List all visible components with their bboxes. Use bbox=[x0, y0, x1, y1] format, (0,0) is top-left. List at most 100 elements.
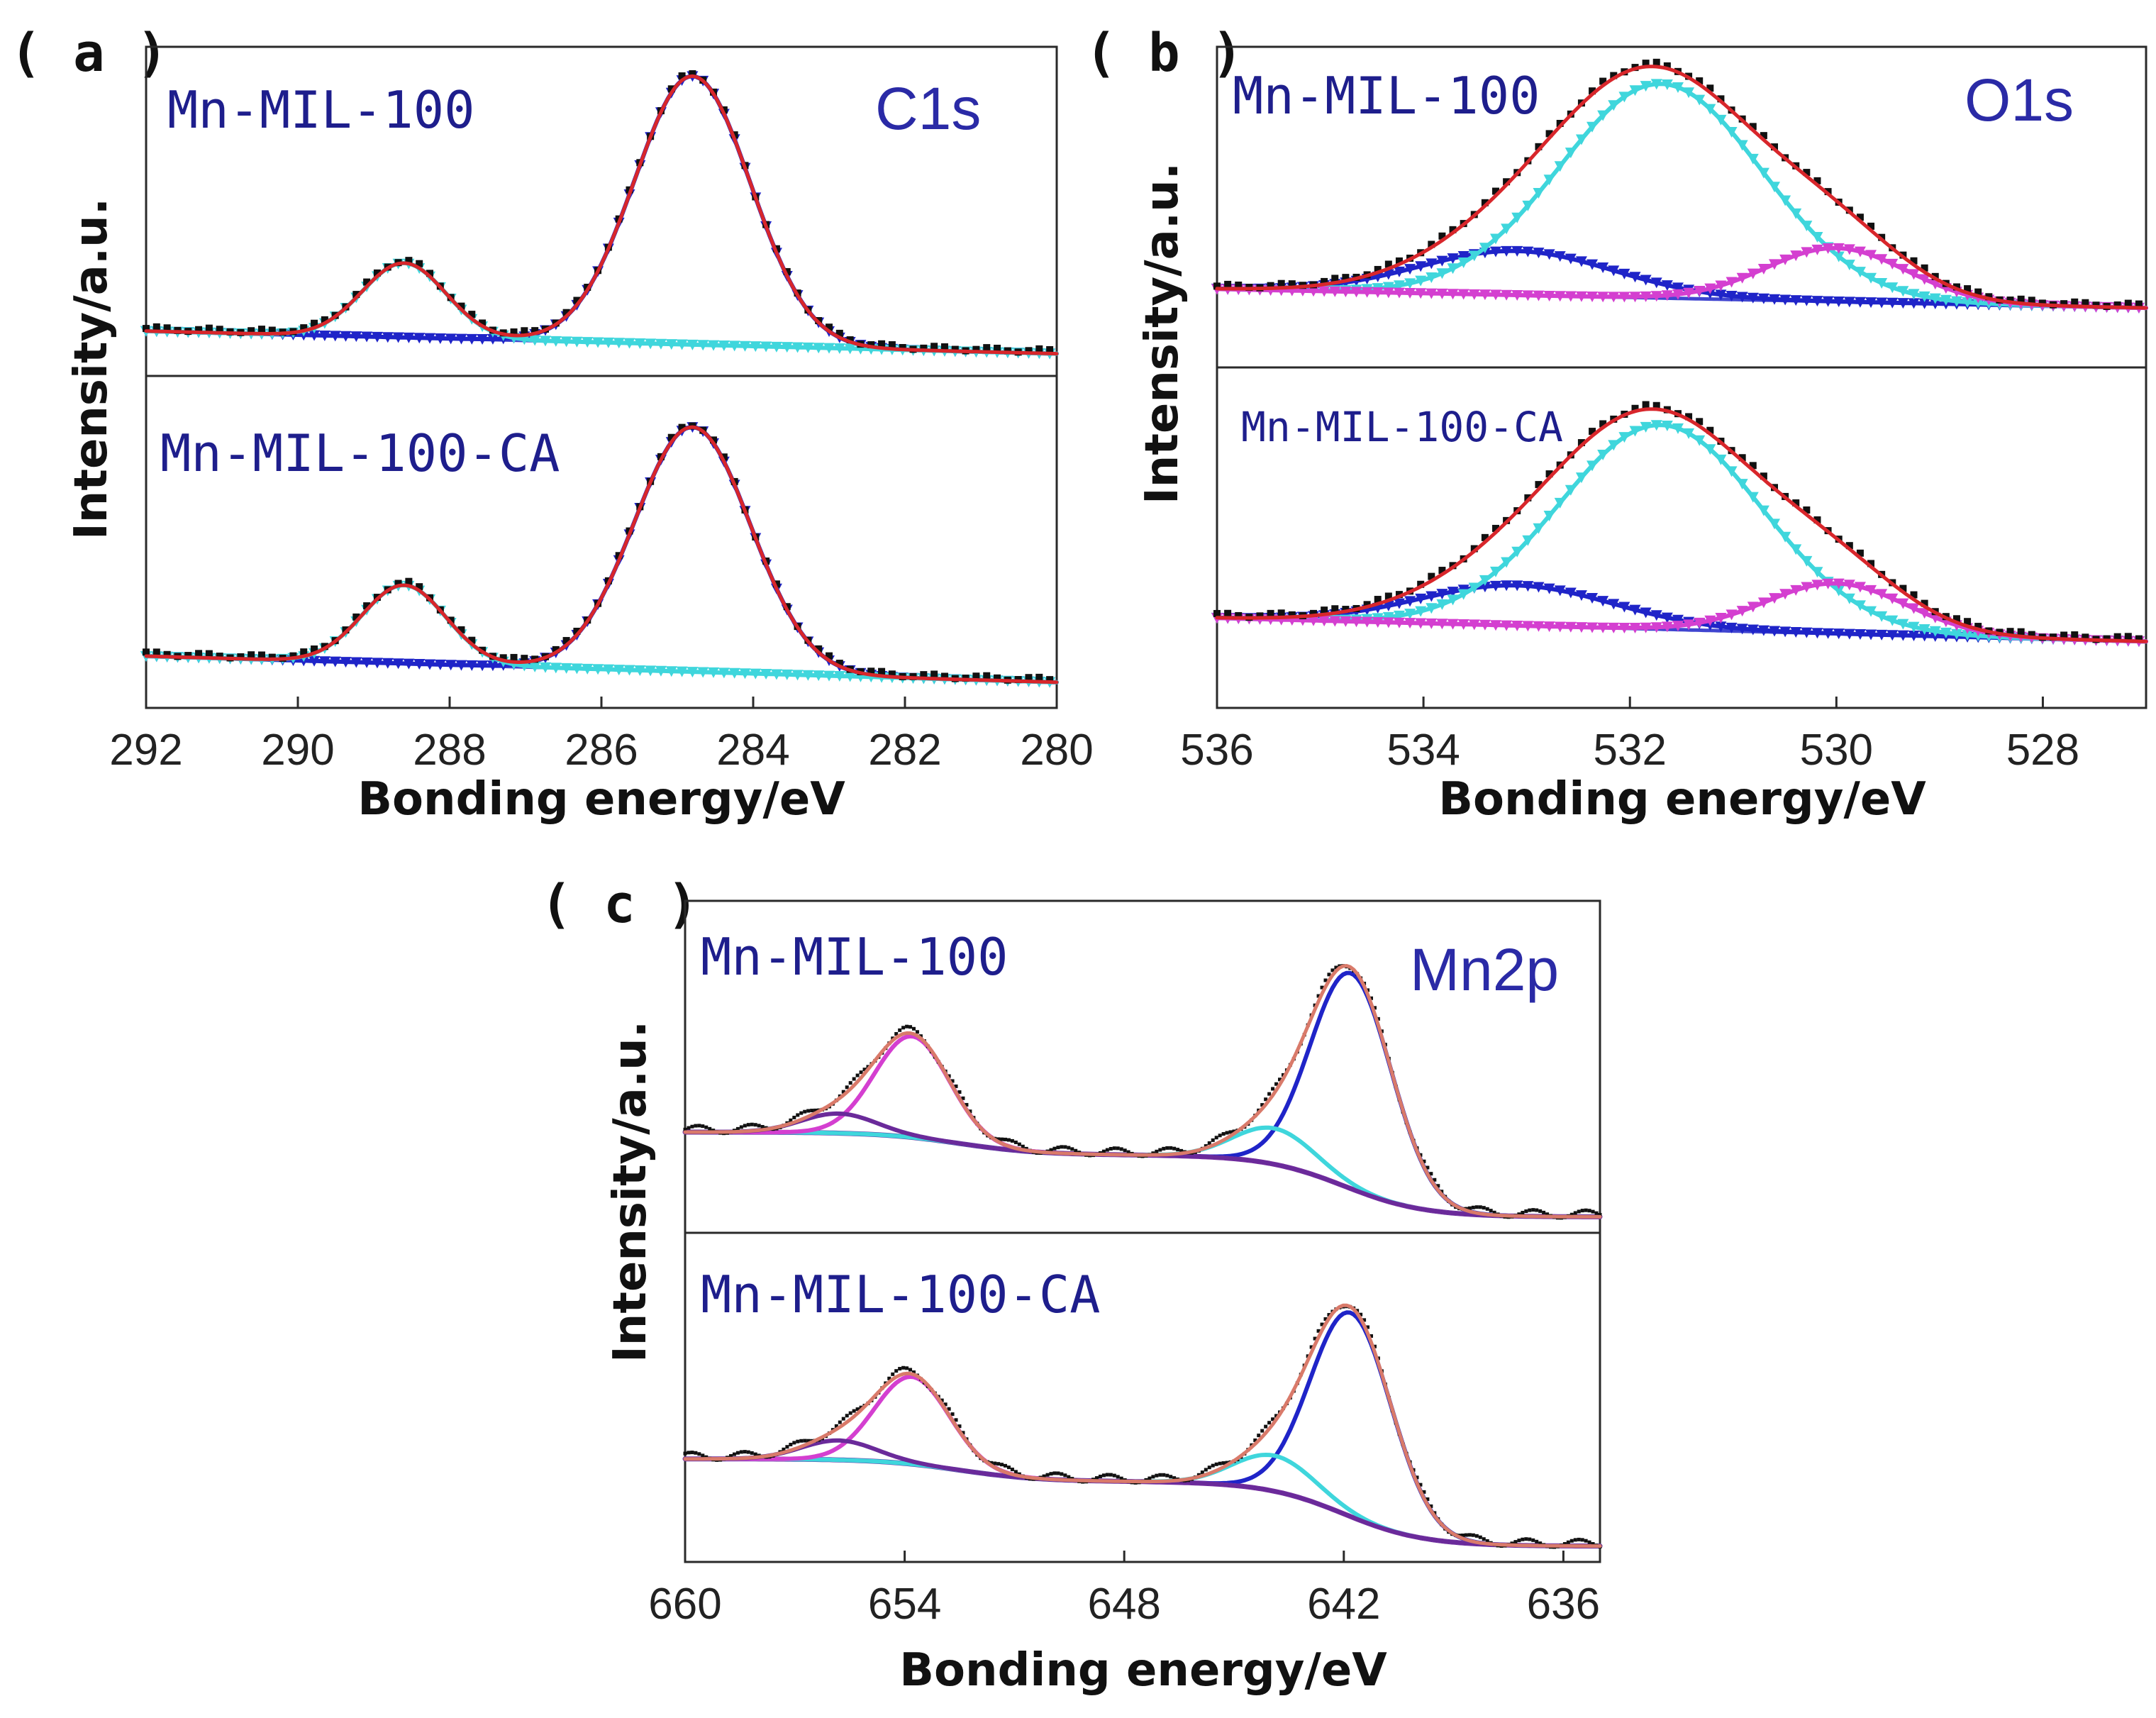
marker-a-1-0-84 bbox=[434, 659, 446, 670]
raw-point-c-1-34 bbox=[803, 1439, 807, 1443]
marker-b-1-2-192 bbox=[1897, 598, 1909, 609]
raw-point-c-0-210 bbox=[1422, 1159, 1426, 1163]
marker-a-1-1-198 bbox=[833, 671, 845, 682]
marker-a-1-1-162 bbox=[708, 667, 720, 678]
raw-point-c-0-195 bbox=[1369, 996, 1373, 1000]
raw-point-c-1-226 bbox=[1478, 1535, 1482, 1539]
raw-point-b-1-252 bbox=[2113, 633, 2121, 641]
marker-b-0-1-111 bbox=[1608, 100, 1620, 111]
raw-point-c-0-253 bbox=[1573, 1211, 1577, 1215]
raw-point-c-0-66 bbox=[915, 1030, 919, 1034]
marker-b-0-0-144 bbox=[1726, 291, 1738, 302]
raw-point-b-1-90 bbox=[1535, 481, 1543, 489]
raw-point-a-0-108 bbox=[521, 327, 528, 335]
raw-point-c-0-243 bbox=[1538, 1209, 1543, 1213]
raw-point-c-0-105 bbox=[1052, 1146, 1057, 1151]
x-tick-label-b-2: 532 bbox=[1593, 726, 1666, 775]
panel-c-y-axis-label: Intensity/a.u. bbox=[604, 1021, 657, 1363]
subplot-a-1 bbox=[140, 422, 1059, 688]
marker-b-1-1-120 bbox=[1640, 421, 1652, 433]
raw-point-b-0-252 bbox=[2113, 301, 2121, 309]
raw-point-b-0-45 bbox=[1374, 265, 1382, 273]
marker-b-1-0-96 bbox=[1554, 585, 1566, 597]
marker-b-1-0-192 bbox=[1897, 630, 1909, 641]
marker-b-0-0-180 bbox=[1854, 297, 1866, 308]
raw-point-a-1-33 bbox=[257, 651, 265, 659]
raw-point-c-0-213 bbox=[1433, 1177, 1437, 1182]
raw-point-c-0-62 bbox=[901, 1026, 906, 1030]
panel-a-top-sample-label: Mn-MIL-100 bbox=[167, 80, 474, 140]
marker-b-1-2-117 bbox=[1629, 622, 1641, 633]
marker-a-1-1-171 bbox=[739, 668, 751, 680]
marker-b-0-2-81 bbox=[1501, 289, 1513, 301]
marker-b-0-2-117 bbox=[1629, 292, 1641, 303]
marker-b-0-0-153 bbox=[1757, 293, 1769, 304]
raw-point-c-1-136 bbox=[1162, 1473, 1166, 1477]
raw-point-c-1-106 bbox=[1056, 1471, 1060, 1475]
marker-b-1-0-147 bbox=[1736, 624, 1748, 635]
raw-point-b-0-111 bbox=[1610, 72, 1618, 79]
raw-point-a-0-90 bbox=[457, 302, 465, 310]
raw-point-c-0-16 bbox=[739, 1125, 743, 1129]
raw-point-c-0-153 bbox=[1221, 1132, 1226, 1136]
marker-b-0-0-78 bbox=[1490, 246, 1501, 257]
raw-point-a-1-117 bbox=[552, 645, 560, 653]
raw-point-a-0-255 bbox=[1035, 345, 1043, 353]
marker-b-1-1-105 bbox=[1587, 460, 1599, 472]
raw-point-c-1-209 bbox=[1418, 1483, 1423, 1487]
marker-b-1-1-96 bbox=[1554, 497, 1566, 509]
raw-point-b-0-222 bbox=[2006, 297, 2014, 304]
raw-point-a-1-102 bbox=[499, 654, 507, 662]
marker-b-1-0-144 bbox=[1726, 622, 1738, 633]
raw-point-c-0-36 bbox=[810, 1109, 814, 1113]
raw-point-c-1-94 bbox=[1013, 1470, 1018, 1474]
raw-point-a-0-258 bbox=[1046, 345, 1054, 353]
marker-b-1-1-144 bbox=[1726, 466, 1738, 477]
fit-envelope-c-1 bbox=[683, 1303, 1602, 1548]
raw-point-b-0-0 bbox=[1213, 282, 1221, 290]
raw-point-c-1-147 bbox=[1200, 1470, 1204, 1475]
raw-point-c-0-180 bbox=[1316, 994, 1321, 998]
marker-b-0-2-183 bbox=[1865, 250, 1877, 261]
marker-b-1-0-165 bbox=[1801, 627, 1813, 638]
raw-point-c-1-228 bbox=[1485, 1539, 1489, 1543]
marker-a-0-0-93 bbox=[466, 333, 478, 345]
raw-point-a-1-0 bbox=[143, 648, 150, 656]
marker-b-0-2-141 bbox=[1715, 280, 1727, 292]
raw-point-c-1-182 bbox=[1323, 1317, 1328, 1321]
marker-b-1-2-66 bbox=[1447, 619, 1459, 630]
marker-b-0-1-96 bbox=[1554, 161, 1566, 172]
marker-b-0-1-156 bbox=[1769, 182, 1780, 193]
raw-point-a-1-225 bbox=[930, 670, 938, 678]
marker-b-1-2-144 bbox=[1726, 609, 1738, 621]
marker-b-0-2-27 bbox=[1308, 286, 1320, 297]
marker-b-1-1-153 bbox=[1757, 505, 1769, 516]
marker-b-1-1-126 bbox=[1661, 420, 1673, 431]
marker-a-0-0-57 bbox=[340, 331, 352, 342]
marker-b-0-1-186 bbox=[1876, 278, 1888, 289]
raw-point-c-0-238 bbox=[1521, 1211, 1525, 1215]
raw-point-c-1-134 bbox=[1155, 1473, 1159, 1478]
marker-a-1-1-144 bbox=[645, 665, 657, 677]
marker-b-0-1-162 bbox=[1790, 208, 1802, 219]
raw-point-c-1-240 bbox=[1528, 1537, 1532, 1541]
raw-point-b-0-81 bbox=[1503, 178, 1511, 186]
marker-b-1-2-39 bbox=[1350, 616, 1362, 628]
marker-b-1-2-126 bbox=[1661, 621, 1673, 633]
marker-b-1-2-141 bbox=[1715, 612, 1727, 624]
marker-a-1-1-168 bbox=[728, 667, 740, 679]
marker-a-0-1-114 bbox=[539, 336, 551, 347]
panel-b-y-axis-label: Intensity/a.u. bbox=[1136, 162, 1189, 504]
raw-point-b-0-51 bbox=[1395, 257, 1403, 265]
marker-b-0-1-147 bbox=[1736, 140, 1748, 151]
marker-b-0-0-123 bbox=[1650, 277, 1662, 289]
marker-a-0-1-186 bbox=[791, 342, 804, 353]
marker-b-1-2-111 bbox=[1608, 622, 1620, 633]
raw-point-c-1-49 bbox=[855, 1407, 860, 1412]
raw-point-c-0-244 bbox=[1542, 1210, 1546, 1214]
panel-b-core-level-label: O1s bbox=[1965, 67, 2074, 133]
raw-point-b-1-213 bbox=[1974, 623, 1982, 631]
marker-a-0-1-183 bbox=[781, 342, 793, 353]
marker-b-0-0-66 bbox=[1447, 253, 1459, 265]
raw-point-c-0-211 bbox=[1426, 1165, 1430, 1170]
